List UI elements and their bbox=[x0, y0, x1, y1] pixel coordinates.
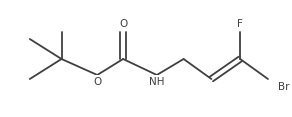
Text: F: F bbox=[237, 19, 243, 29]
Text: Br: Br bbox=[278, 82, 289, 92]
Text: NH: NH bbox=[149, 77, 165, 87]
Text: O: O bbox=[119, 19, 127, 29]
Text: O: O bbox=[93, 77, 101, 87]
